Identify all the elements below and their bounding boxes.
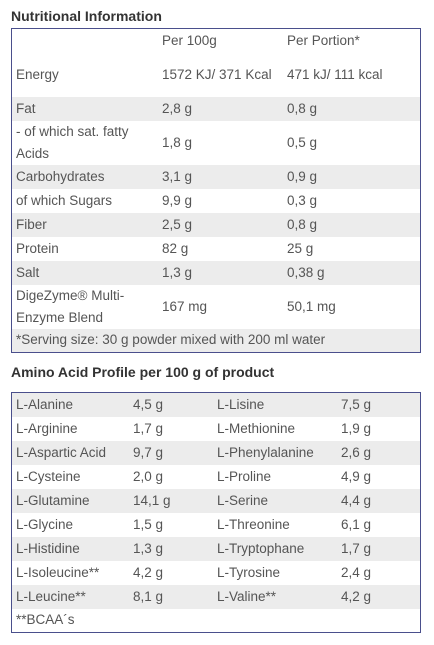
amino-right-value: 1,9 g xyxy=(341,420,372,436)
table-row: Salt 1,3 g 0,38 g xyxy=(11,260,421,285)
nutrient-name: - of which sat. fatty Acids xyxy=(16,123,129,161)
table-row: - of which sat. fatty Acids 1,8 g 0,5 g xyxy=(11,120,421,165)
amino-right-value: 2,4 g xyxy=(341,564,372,580)
amino-right-name: L-Proline xyxy=(217,468,272,484)
nutrient-name: DigeZyme® Multi-Enzyme Blend xyxy=(16,287,125,325)
table-row: L-Histidine 1,3 g L-Tryptophane 1,7 g xyxy=(11,536,421,561)
nutrient-name: Fiber xyxy=(16,216,47,232)
header-cell-per-100g: Per 100g xyxy=(162,32,217,48)
amino-left-value: 4,2 g xyxy=(133,564,164,580)
nutrition-table: Per 100g Per Portion* Energy 1572 KJ/ 37… xyxy=(11,28,421,353)
amino-title: Amino Acid Profile per 100 g of product xyxy=(11,364,275,380)
amino-left-value: 8,1 g xyxy=(133,588,164,604)
amino-right-name: L-Tyrosine xyxy=(217,564,281,580)
amino-right-value: 2,6 g xyxy=(341,444,372,460)
amino-left-name: L-Arginine xyxy=(16,420,78,436)
amino-right-value: 6,1 g xyxy=(341,516,372,532)
amino-right-value: 4,9 g xyxy=(341,468,372,484)
header-cell-per-portion: Per Portion* xyxy=(287,32,360,48)
nutrient-per-100g: 9,9 g xyxy=(162,192,193,208)
nutrient-per-portion: 0,3 g xyxy=(287,192,318,208)
nutrient-per-portion: 471 kJ/ 111 kcal xyxy=(287,66,383,82)
nutrient-per-portion: 0,38 g xyxy=(287,264,325,280)
amino-left-name: L-Aspartic Acid xyxy=(16,444,107,460)
table-row: L-Cysteine 2,0 g L-Proline 4,9 g xyxy=(11,464,421,489)
amino-right-name: L-Valine** xyxy=(217,588,277,604)
nutrition-title: Nutritional Information xyxy=(11,8,162,24)
amino-left-value: 14,1 g xyxy=(133,492,171,508)
nutrient-name: Fat xyxy=(16,100,36,116)
amino-left-name: L-Isoleucine** xyxy=(16,564,100,580)
serving-size-note: *Serving size: 30 g powder mixed with 20… xyxy=(16,332,326,348)
amino-left-value: 1,5 g xyxy=(133,516,164,532)
nutrient-per-100g: 3,1 g xyxy=(162,168,193,184)
nutrient-per-100g: 1,3 g xyxy=(162,264,193,280)
table-row: L-Glycine 1,5 g L-Threonine 6,1 g xyxy=(11,512,421,537)
amino-right-name: L-Methionine xyxy=(217,420,296,436)
table-row: L-Leucine** 8,1 g L-Valine** 4,2 g xyxy=(11,584,421,609)
amino-left-name: L-Glutamine xyxy=(16,492,90,508)
table-row: Fat 2,8 g 0,8 g xyxy=(11,96,421,121)
amino-right-name: L-Phenylalanine xyxy=(217,444,314,460)
amino-right-value: 4,4 g xyxy=(341,492,372,508)
table-row: L-Glutamine 14,1 g L-Serine 4,4 g xyxy=(11,488,421,513)
nutrient-per-portion: 25 g xyxy=(287,240,314,256)
nutrient-per-100g: 1572 KJ/ 371 Kcal xyxy=(162,66,272,82)
table-row: Protein 82 g 25 g xyxy=(11,236,421,261)
table-note-row: *Serving size: 30 g powder mixed with 20… xyxy=(11,328,421,353)
header-cell-nutrient xyxy=(12,29,159,53)
nutrient-per-100g: 2,8 g xyxy=(162,100,193,116)
nutrient-name: Energy xyxy=(16,66,59,82)
amino-left-value: 4,5 g xyxy=(133,396,164,412)
nutrient-per-portion: 0,9 g xyxy=(287,168,318,184)
amino-left-name: L-Leucine** xyxy=(16,588,86,604)
amino-right-name: L-Threonine xyxy=(217,516,290,532)
amino-right-name: L-Serine xyxy=(217,492,269,508)
nutrient-per-100g: 1,8 g xyxy=(162,134,193,150)
amino-right-value: 7,5 g xyxy=(341,396,372,412)
table-header-row: Per 100g Per Portion* xyxy=(11,28,421,53)
table-row: Energy 1572 KJ/ 371 Kcal 471 kJ/ 111 kca… xyxy=(11,52,421,97)
nutrient-name: Salt xyxy=(16,264,40,280)
table-row: L-Aspartic Acid 9,7 g L-Phenylalanine 2,… xyxy=(11,440,421,465)
amino-left-value: 2,0 g xyxy=(133,468,164,484)
nutrient-per-100g: 82 g xyxy=(162,240,189,256)
nutrient-per-portion: 0,8 g xyxy=(287,100,318,116)
table-row: Fiber 2,5 g 0,8 g xyxy=(11,212,421,237)
table-row: DigeZyme® Multi-Enzyme Blend 167 mg 50,1… xyxy=(11,284,421,329)
nutrient-per-portion: 0,8 g xyxy=(287,216,318,232)
amino-right-value: 1,7 g xyxy=(341,540,372,556)
nutrient-per-portion: 50,1 mg xyxy=(287,298,336,314)
amino-left-value: 9,7 g xyxy=(133,444,164,460)
nutrient-name: Protein xyxy=(16,240,59,256)
amino-right-value: 4,2 g xyxy=(341,588,372,604)
nutrient-name: of which Sugars xyxy=(16,192,113,208)
amino-right-name: L-Tryptophane xyxy=(217,540,305,556)
amino-left-name: L-Glycine xyxy=(16,516,74,532)
amino-left-name: L-Histidine xyxy=(16,540,80,556)
amino-left-value: 1,3 g xyxy=(133,540,164,556)
table-row: L-Isoleucine** 4,2 g L-Tyrosine 2,4 g xyxy=(11,560,421,585)
amino-right-name: L-Lisine xyxy=(217,396,265,412)
nutrient-per-100g: 167 mg xyxy=(162,298,208,314)
table-row: Carbohydrates 3,1 g 0,9 g xyxy=(11,164,421,189)
bcaa-note: **BCAA´s xyxy=(16,612,75,628)
nutrient-per-100g: 2,5 g xyxy=(162,216,193,232)
amino-left-value: 1,7 g xyxy=(133,420,164,436)
table-row: of which Sugars 9,9 g 0,3 g xyxy=(11,188,421,213)
table-row: L-Arginine 1,7 g L-Methionine 1,9 g xyxy=(11,416,421,441)
nutrient-per-portion: 0,5 g xyxy=(287,134,318,150)
nutrient-name: Carbohydrates xyxy=(16,168,105,184)
amino-left-name: L-Alanine xyxy=(16,396,74,412)
amino-left-name: L-Cysteine xyxy=(16,468,81,484)
table-row: L-Alanine 4,5 g L-Lisine 7,5 g xyxy=(11,392,421,417)
amino-table: L-Alanine 4,5 g L-Lisine 7,5 g L-Arginin… xyxy=(11,392,421,633)
table-note-row: **BCAA´s xyxy=(11,608,421,633)
